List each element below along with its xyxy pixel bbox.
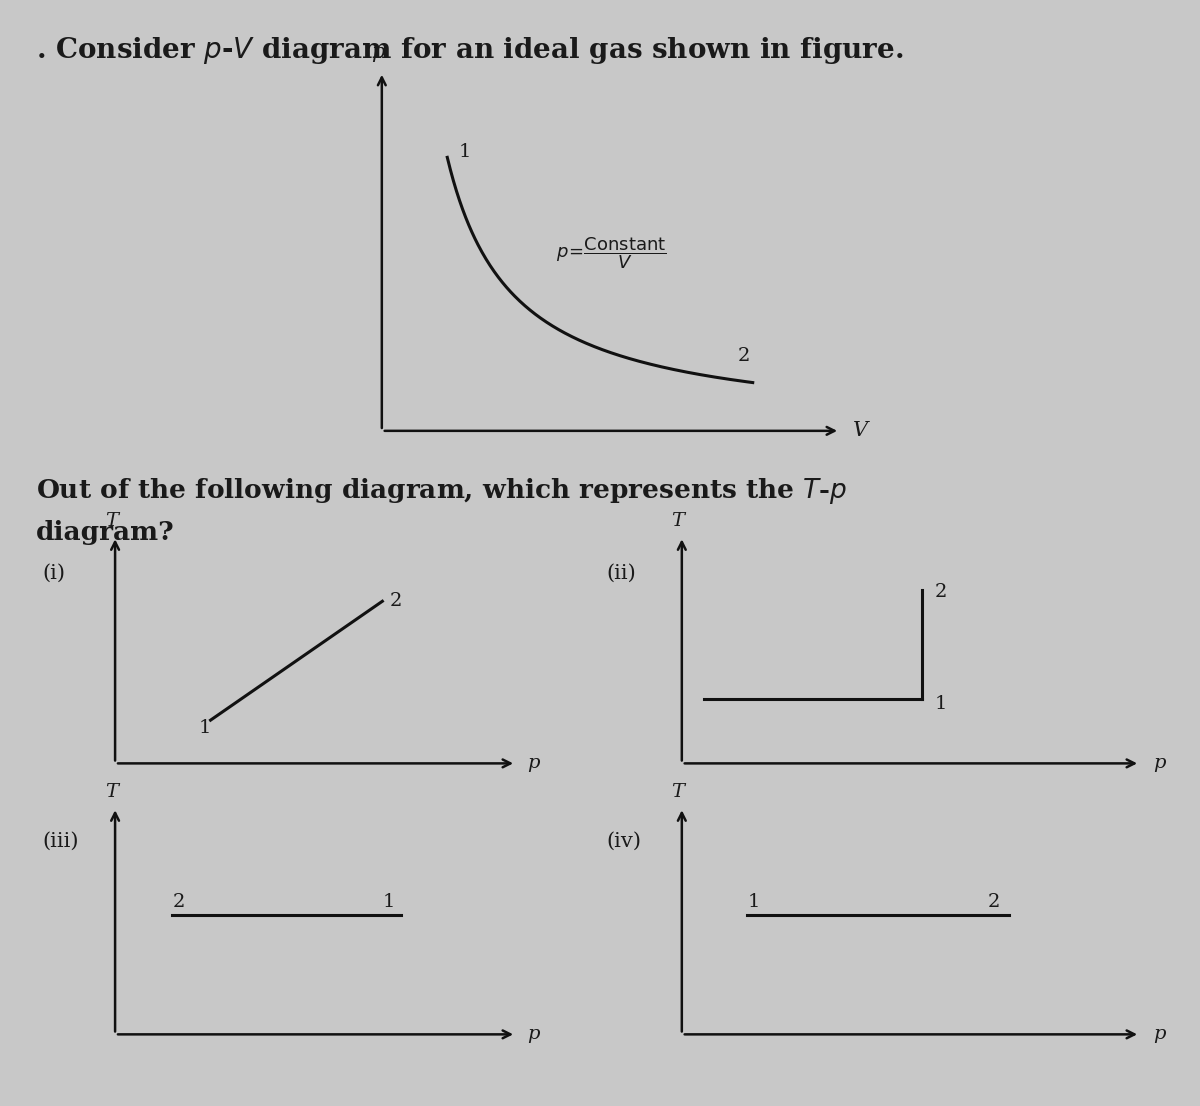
Text: p: p [528,1025,540,1043]
Text: 2: 2 [390,592,402,609]
Text: 1: 1 [199,719,211,737]
Text: (iv): (iv) [606,832,641,851]
Text: T: T [104,512,118,530]
Text: T: T [671,783,684,801]
Text: diagram?: diagram? [36,520,175,545]
Text: T: T [104,783,118,801]
Text: (ii): (ii) [606,564,636,583]
Text: p: p [371,43,384,62]
Text: 2: 2 [173,893,185,911]
Text: Out of the following diagram, which represents the $T$-$p$: Out of the following diagram, which repr… [36,476,847,505]
Text: $p\!=\!\dfrac{\mathrm{Constant}}{V}$: $p\!=\!\dfrac{\mathrm{Constant}}{V}$ [557,236,667,271]
Text: V: V [853,421,869,440]
Text: p: p [1153,754,1165,772]
Text: 1: 1 [935,696,947,713]
Text: 1: 1 [458,143,470,160]
Text: p: p [528,754,540,772]
Text: 1: 1 [748,893,760,911]
Text: 1: 1 [383,893,395,911]
Text: T: T [671,512,684,530]
Text: 2: 2 [935,583,947,601]
Text: . Consider $p$-$V$ diagram for an ideal gas shown in figure.: . Consider $p$-$V$ diagram for an ideal … [36,35,904,66]
Text: (iii): (iii) [42,832,78,851]
Text: (i): (i) [42,564,65,583]
Text: p: p [1153,1025,1165,1043]
Text: 2: 2 [738,347,750,365]
Text: 2: 2 [988,893,1000,911]
